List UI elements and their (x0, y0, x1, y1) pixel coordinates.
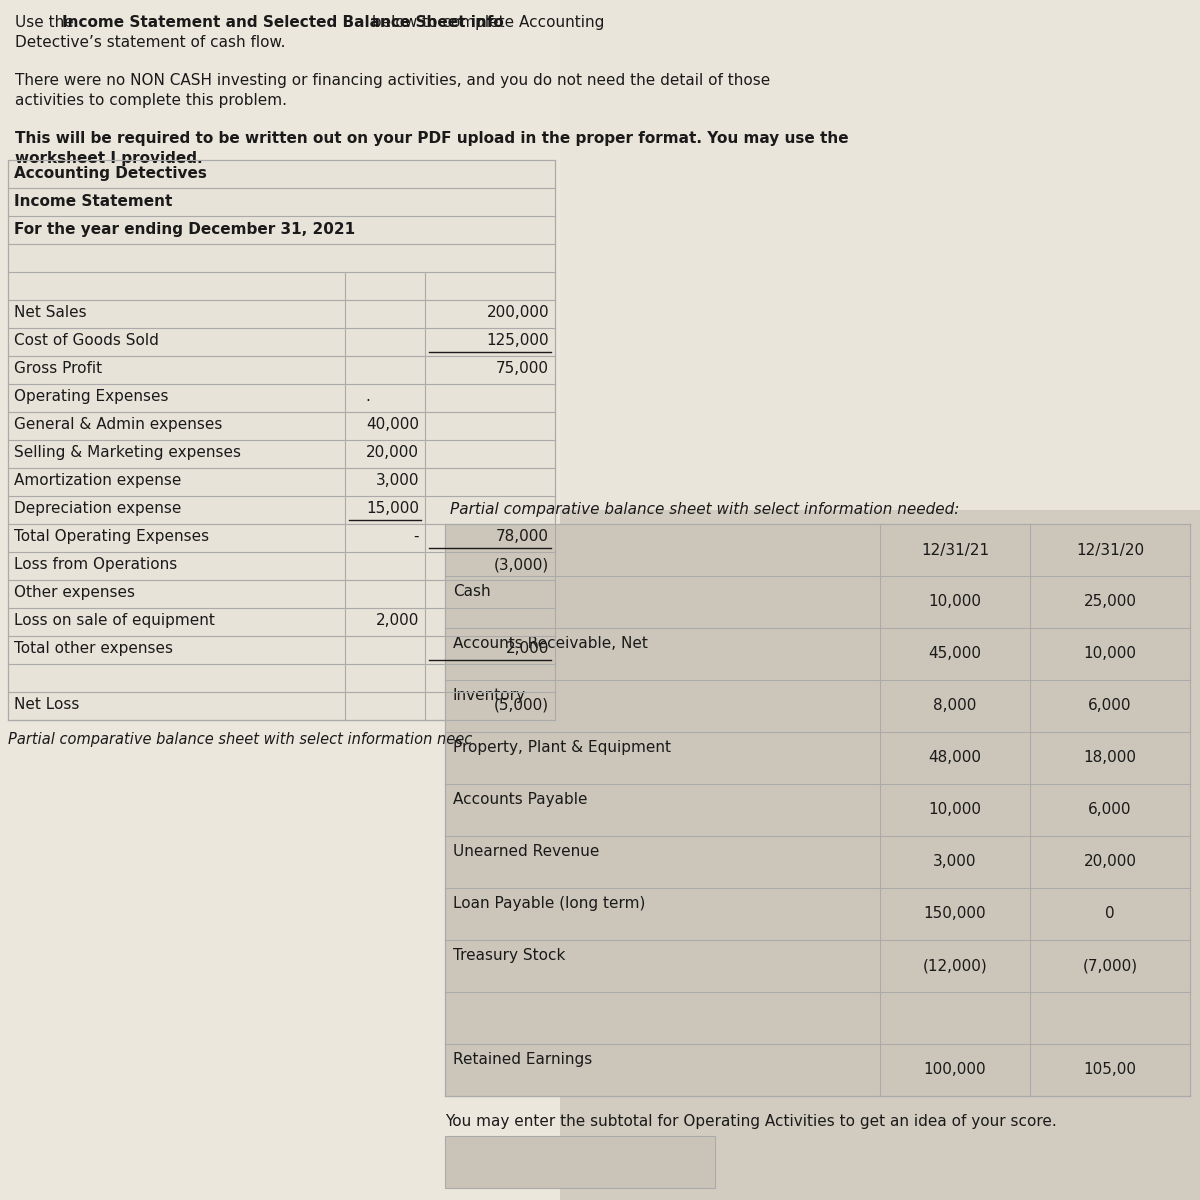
Text: 3,000: 3,000 (934, 854, 977, 870)
Text: 40,000: 40,000 (366, 416, 419, 432)
Text: Total Operating Expenses: Total Operating Expenses (14, 529, 209, 544)
Text: 12/31/20: 12/31/20 (1076, 542, 1144, 558)
Text: 12/31/21: 12/31/21 (920, 542, 989, 558)
Bar (0, 0, 560, 1200)
Text: There were no NON CASH investing or financing activities, and you do not need th: There were no NON CASH investing or fina… (14, 73, 770, 88)
Text: Net Loss: Net Loss (14, 697, 79, 712)
Text: Amortization expense: Amortization expense (14, 473, 181, 488)
Text: 8,000: 8,000 (934, 698, 977, 714)
Bar (8, 160, 554, 720)
Text: -: - (414, 529, 419, 544)
Text: (12,000): (12,000) (923, 959, 988, 973)
Text: Property, Plant & Equipment: Property, Plant & Equipment (454, 740, 671, 755)
Text: 2,000: 2,000 (505, 641, 550, 656)
Text: 100,000: 100,000 (924, 1062, 986, 1078)
Text: below to complete Accounting: below to complete Accounting (367, 14, 605, 30)
Text: General & Admin expenses: General & Admin expenses (14, 416, 222, 432)
Text: Loss on sale of equipment: Loss on sale of equipment (14, 613, 215, 628)
Text: For the year ending December 31, 2021: For the year ending December 31, 2021 (14, 222, 355, 236)
Text: 10,000: 10,000 (1084, 647, 1136, 661)
Text: 200,000: 200,000 (486, 305, 550, 320)
Text: 20,000: 20,000 (366, 445, 419, 460)
Text: Retained Earnings: Retained Earnings (454, 1052, 593, 1067)
Text: Partial comparative balance sheet with select information needed:: Partial comparative balance sheet with s… (450, 502, 959, 517)
Text: 18,000: 18,000 (1084, 750, 1136, 766)
Text: .: . (365, 389, 370, 404)
Text: 6,000: 6,000 (1088, 698, 1132, 714)
Text: Partial comparative balance sheet with select information neec: Partial comparative balance sheet with s… (8, 732, 473, 746)
Text: Depreciation expense: Depreciation expense (14, 502, 181, 516)
Text: Accounts Receivable, Net: Accounts Receivable, Net (454, 636, 648, 650)
Text: Cost of Goods Sold: Cost of Goods Sold (14, 332, 158, 348)
Bar (445, 1136, 715, 1188)
Text: Cash: Cash (454, 584, 491, 599)
Text: You may enter the subtotal for Operating Activities to get an idea of your score: You may enter the subtotal for Operating… (445, 1114, 1057, 1129)
Text: 105,00: 105,00 (1084, 1062, 1136, 1078)
Text: Operating Expenses: Operating Expenses (14, 389, 168, 404)
Text: 45,000: 45,000 (929, 647, 982, 661)
Text: 150,000: 150,000 (924, 906, 986, 922)
Bar (437, 510, 1200, 1200)
Text: (7,000): (7,000) (1082, 959, 1138, 973)
Text: Use the: Use the (14, 14, 79, 30)
Text: Loan Payable (long term): Loan Payable (long term) (454, 896, 646, 911)
Text: 25,000: 25,000 (1084, 594, 1136, 610)
Bar (560, 0, 1200, 710)
Text: 6,000: 6,000 (1088, 803, 1132, 817)
Text: (5,000): (5,000) (494, 697, 550, 712)
Text: Accounts Payable: Accounts Payable (454, 792, 588, 806)
Text: activities to complete this problem.: activities to complete this problem. (14, 92, 287, 108)
Text: 125,000: 125,000 (486, 332, 550, 348)
Text: Gross Profit: Gross Profit (14, 361, 102, 376)
Text: Detective’s statement of cash flow.: Detective’s statement of cash flow. (14, 35, 286, 50)
Text: Unearned Revenue: Unearned Revenue (454, 844, 599, 859)
Text: Other expenses: Other expenses (14, 584, 134, 600)
Text: 3,000: 3,000 (376, 473, 419, 488)
Text: Income Statement: Income Statement (14, 194, 173, 209)
Bar (445, 524, 1190, 1096)
Text: Income Statement and Selected Balance Sheet info: Income Statement and Selected Balance Sh… (62, 14, 504, 30)
Text: Accounting Detectives: Accounting Detectives (14, 166, 206, 181)
Text: Treasury Stock: Treasury Stock (454, 948, 565, 962)
Text: 20,000: 20,000 (1084, 854, 1136, 870)
Text: Loss from Operations: Loss from Operations (14, 557, 178, 572)
Text: 75,000: 75,000 (496, 361, 550, 376)
Text: 78,000: 78,000 (496, 529, 550, 544)
Text: Net Sales: Net Sales (14, 305, 86, 320)
Text: (3,000): (3,000) (493, 557, 550, 572)
Text: Selling & Marketing expenses: Selling & Marketing expenses (14, 445, 241, 460)
Text: 10,000: 10,000 (929, 803, 982, 817)
Text: 48,000: 48,000 (929, 750, 982, 766)
Text: worksheet I provided.: worksheet I provided. (14, 151, 203, 166)
Text: Inventory: Inventory (454, 688, 526, 703)
Text: This will be required to be written out on your PDF upload in the proper format.: This will be required to be written out … (14, 131, 848, 146)
Text: 15,000: 15,000 (366, 502, 419, 516)
Text: Total other expenses: Total other expenses (14, 641, 173, 656)
Text: 10,000: 10,000 (929, 594, 982, 610)
Text: 0: 0 (1105, 906, 1115, 922)
Text: 2,000: 2,000 (376, 613, 419, 628)
